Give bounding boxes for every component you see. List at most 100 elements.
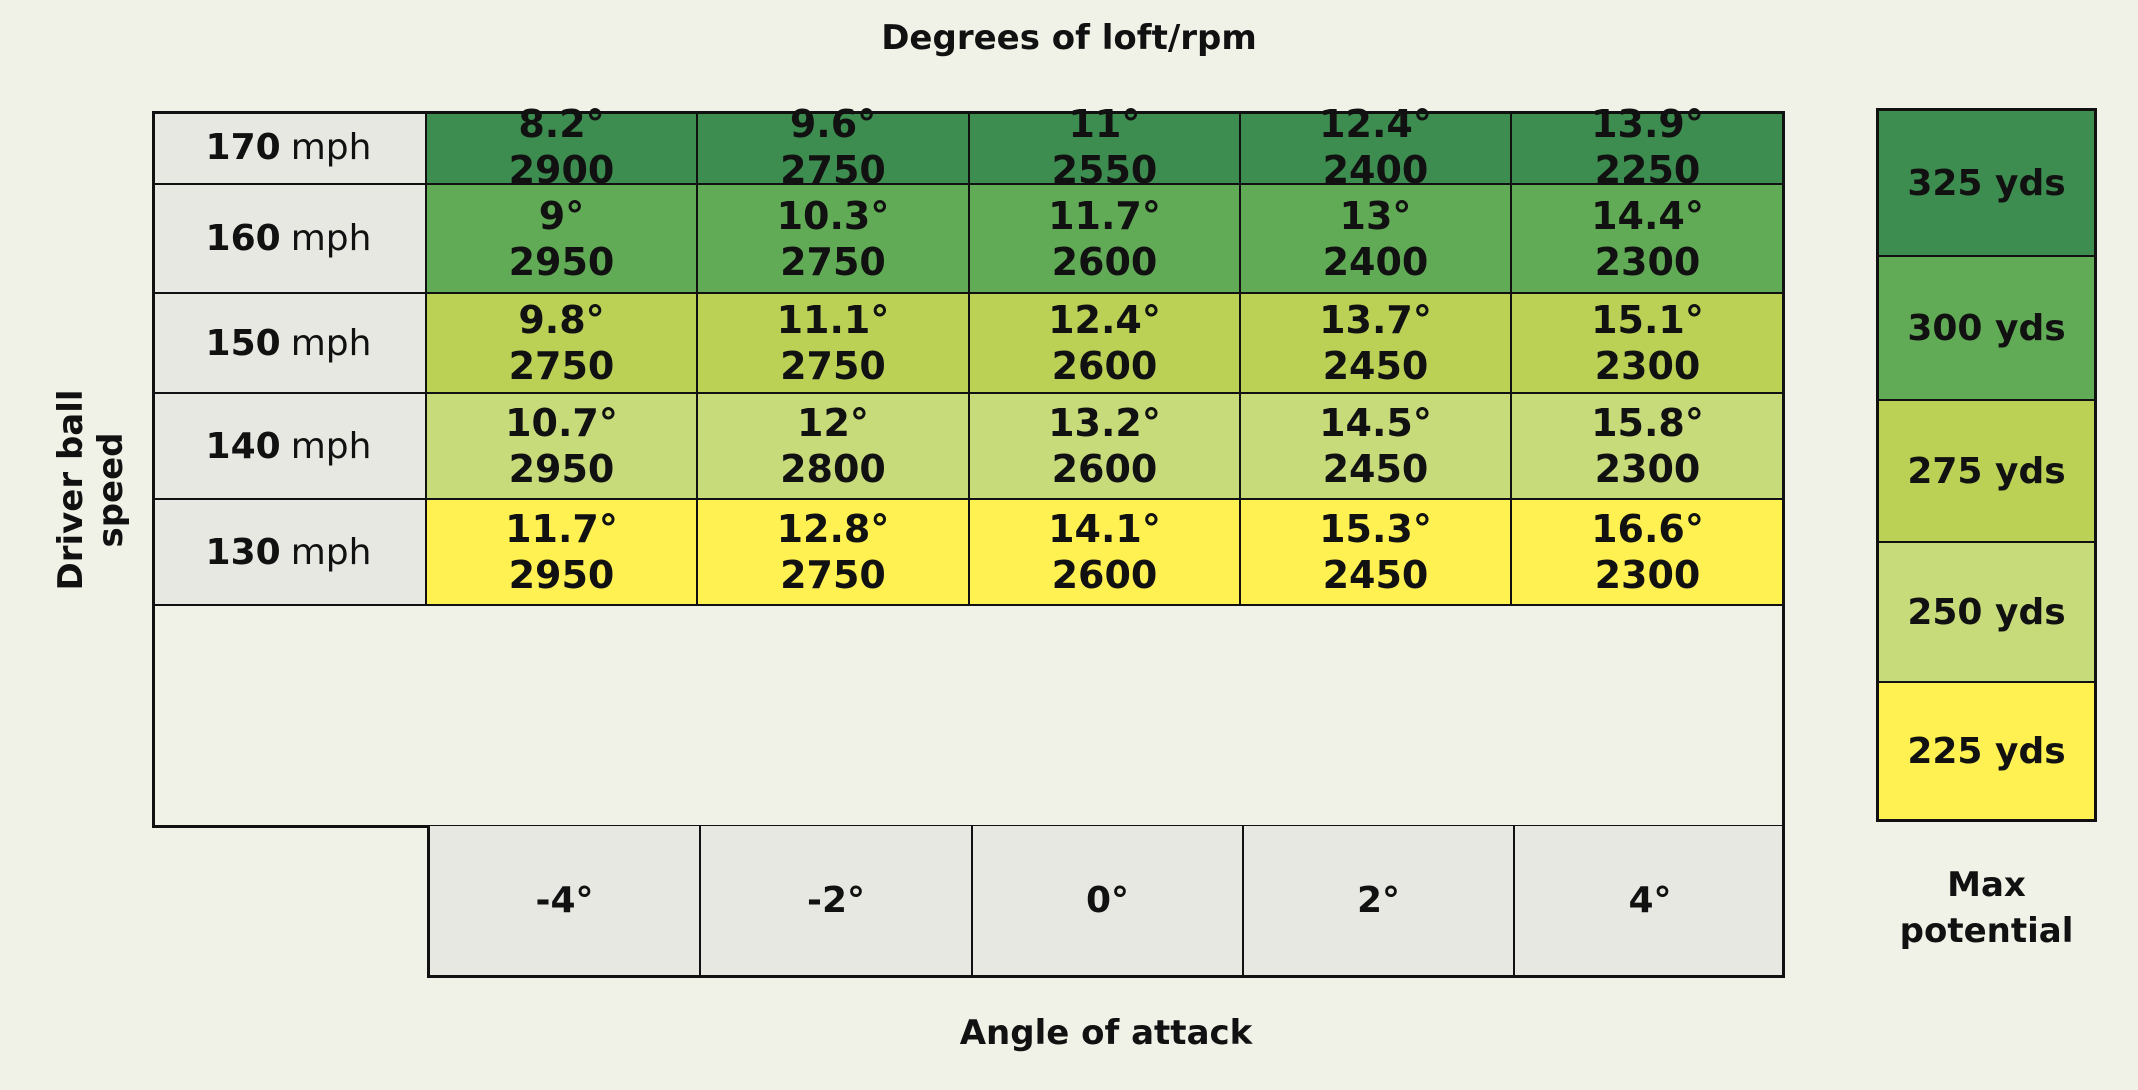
loft-value: 9°	[538, 193, 585, 238]
rpm-value: 2400	[1322, 148, 1429, 192]
rpm-value: 2550	[1051, 148, 1158, 192]
loft-value: 14.1°	[1048, 507, 1161, 551]
rpm-value: 2750	[780, 553, 886, 597]
rpm-value: 2450	[1322, 344, 1429, 388]
legend-title: Max potential	[1899, 865, 2074, 951]
table-cell: 14.1° 2600	[970, 500, 1241, 606]
table-cell: 16.6° 2300	[1512, 500, 1785, 606]
table-cell: 13.9° 2250	[1512, 102, 1785, 192]
rpm-value: 2400	[1322, 239, 1429, 284]
rpm-value: 2950	[508, 447, 615, 491]
speed-unit: mph	[290, 218, 372, 259]
table-cell: 12.4° 2600	[970, 294, 1241, 394]
rpm-value: 2750	[780, 344, 886, 388]
rpm-value: 2900	[508, 148, 615, 192]
table-cell: 9° 2950	[427, 185, 698, 294]
legend-item: 225 yds	[1879, 683, 2094, 819]
table-cell: 12.8° 2750	[698, 500, 970, 606]
rpm-value: 2600	[1051, 447, 1158, 491]
speed-value: 170	[205, 126, 281, 168]
loft-value: 15.8°	[1591, 401, 1704, 445]
rpm-value: 2600	[1051, 344, 1158, 388]
table-cell: 15.3° 2450	[1241, 500, 1512, 606]
rpm-value: 2950	[508, 553, 615, 597]
loft-value: 13°	[1339, 193, 1412, 238]
legend-item: 325 yds	[1879, 111, 2094, 257]
legend-item: 275 yds	[1879, 401, 2094, 543]
x-axis-title: Angle of attack	[959, 1013, 1253, 1053]
rpm-value: 2750	[508, 344, 615, 388]
loft-value: 10.3°	[776, 193, 890, 238]
loft-value: 13.2°	[1048, 401, 1161, 445]
loft-value: 14.5°	[1319, 401, 1432, 445]
rpm-value: 2300	[1594, 344, 1701, 388]
loft-value: 12.8°	[776, 507, 890, 551]
table-cell: 11.7° 2600	[970, 185, 1241, 294]
table-cell: 9.6° 2750	[698, 102, 970, 192]
table-cell: 13.2° 2600	[970, 394, 1241, 500]
loft-value: 11°	[1068, 102, 1141, 146]
loft-value: 10.7°	[505, 401, 618, 445]
rpm-value: 2300	[1594, 447, 1701, 491]
table-cell: 12.4° 2400	[1241, 102, 1512, 192]
rpm-value: 2800	[780, 447, 886, 491]
table-cell: 13.7° 2450	[1241, 294, 1512, 394]
speed-unit: mph	[290, 531, 372, 573]
speed-value: 130	[205, 531, 281, 573]
speed-unit: mph	[290, 425, 372, 467]
chart-title: Degrees of loft/rpm	[881, 18, 1257, 58]
table-cell: 14.5° 2450	[1241, 394, 1512, 500]
loft-value: 13.7°	[1319, 298, 1432, 342]
row-label: 160 mph	[152, 185, 428, 294]
loft-value: 15.1°	[1591, 298, 1704, 342]
rpm-value: 2950	[508, 239, 615, 284]
table-cell: 9.8° 2750	[427, 294, 698, 394]
loft-value: 14.4°	[1591, 193, 1704, 238]
loft-value: 11.7°	[505, 507, 618, 551]
rpm-value: 2300	[1594, 239, 1701, 284]
loft-value: 12°	[797, 401, 869, 445]
table-cell: 11.1° 2750	[698, 294, 970, 394]
angle-label: 4°	[1628, 880, 1672, 921]
rpm-value: 2450	[1322, 447, 1429, 491]
angle-label: -4°	[430, 826, 701, 975]
speed-value: 140	[205, 425, 281, 467]
table-cell: 12° 2800	[698, 394, 970, 500]
loft-value: 12.4°	[1048, 298, 1161, 342]
table-cell: 8.2° 2900	[427, 102, 698, 192]
angle-label: 0°	[973, 826, 1244, 975]
row-label: 150 mph	[152, 294, 428, 394]
angle-label: 2°	[1244, 826, 1515, 975]
rpm-value: 2600	[1051, 553, 1158, 597]
speed-value: 150	[205, 322, 281, 364]
loft-value: 9.6°	[789, 102, 877, 146]
table-cell: 11° 2550	[970, 102, 1241, 192]
max-potential-legend: 325 yds 300 yds 275 yds 250 yds 225 yds	[1876, 108, 2097, 822]
table-cell: 10.7° 2950	[427, 394, 698, 500]
y-axis-title: Driver ball speed	[51, 389, 131, 591]
table-cell: 11.7° 2950	[427, 500, 698, 606]
speed-unit: mph	[290, 126, 372, 168]
loft-value: 16.6°	[1591, 507, 1704, 551]
rpm-value: 2300	[1594, 553, 1701, 597]
speed-value: 160	[205, 218, 281, 259]
rpm-value: 2250	[1594, 148, 1701, 192]
row-label: 170 mph	[152, 111, 428, 185]
table-border	[152, 111, 1785, 828]
angle-of-attack-row: -4° -2° 0° 2° 4°	[427, 826, 1785, 978]
loft-value: 11.1°	[776, 298, 890, 342]
legend-item: 250 yds	[1879, 543, 2094, 683]
angle-label: -2°	[701, 826, 973, 975]
loft-value: 9.8°	[518, 298, 605, 342]
loft-value: 12.4°	[1319, 102, 1432, 146]
rpm-value: 2600	[1051, 239, 1158, 284]
table-cell: 13° 2400	[1241, 185, 1512, 294]
table-cell: 10.3° 2750	[698, 185, 970, 294]
table-cell: 15.8° 2300	[1512, 394, 1785, 500]
legend-item: 300 yds	[1879, 257, 2094, 401]
rpm-value: 2450	[1322, 553, 1429, 597]
rpm-value: 2750	[780, 239, 886, 284]
table-cell: 14.4° 2300	[1512, 185, 1785, 294]
row-label: 140 mph	[152, 394, 428, 500]
loft-value: 13.9°	[1591, 102, 1704, 146]
